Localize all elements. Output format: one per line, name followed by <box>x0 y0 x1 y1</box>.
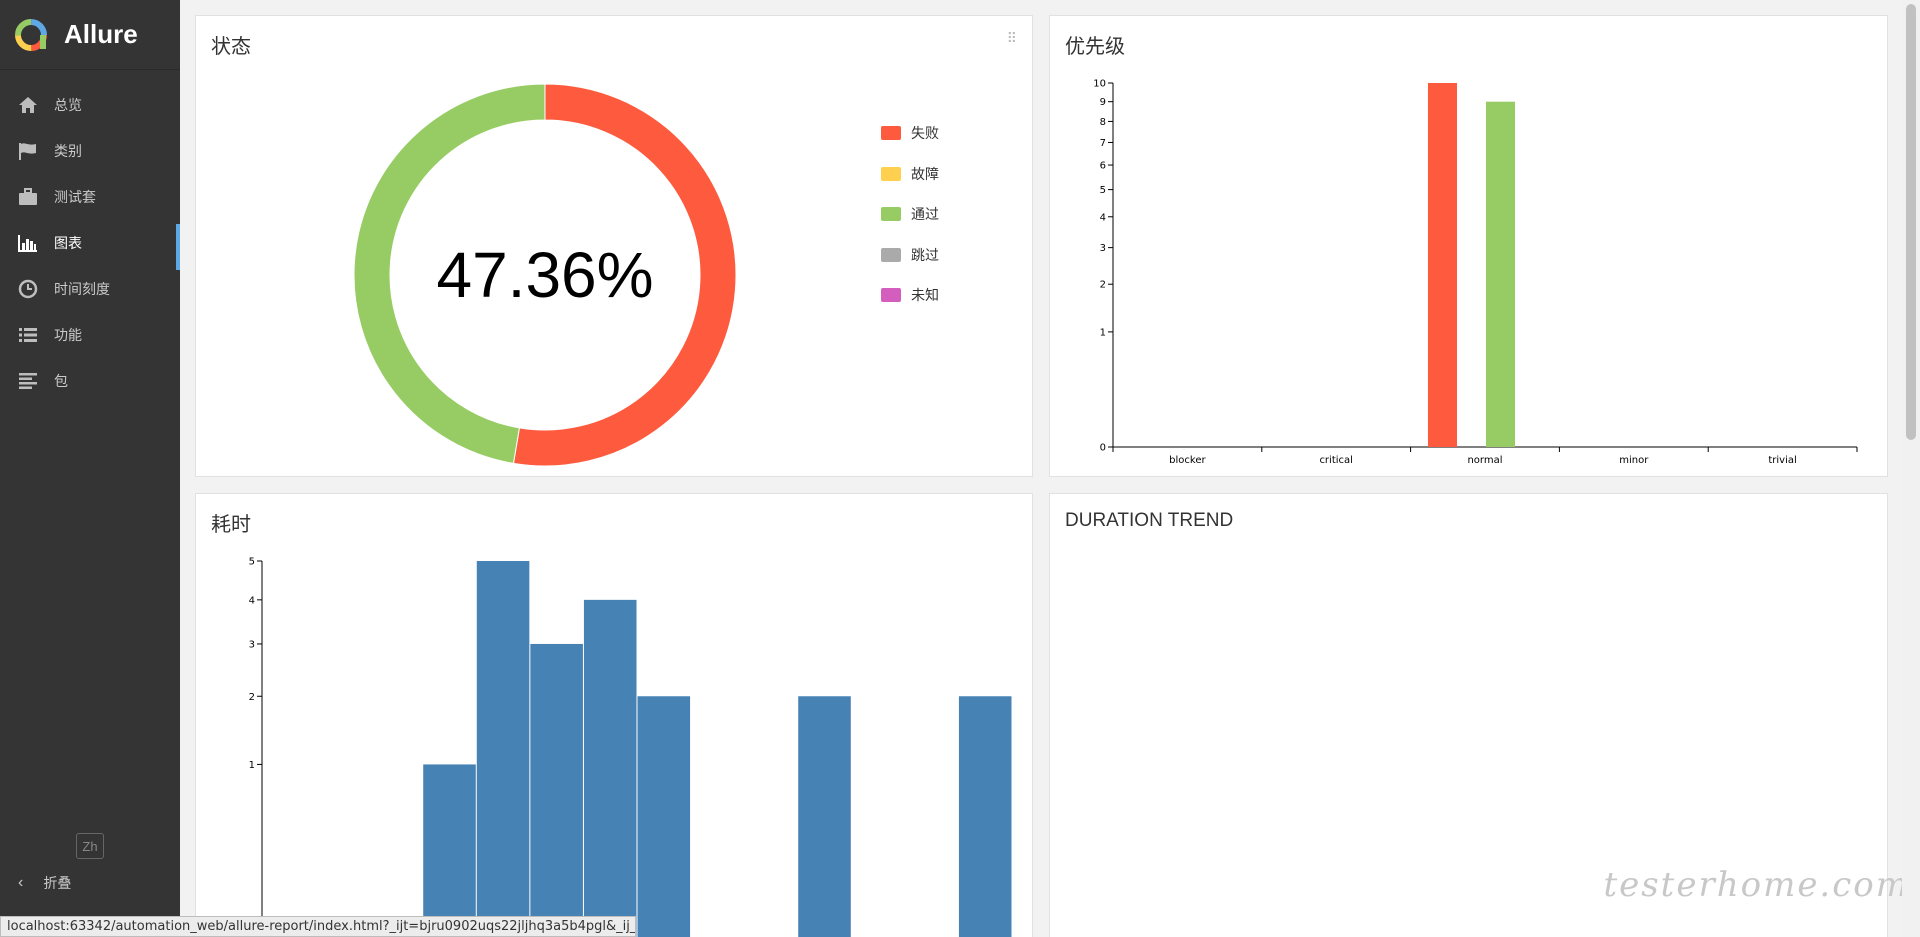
list-icon <box>18 325 38 345</box>
sidebar-item-timeline[interactable]: 时间刻度 <box>0 266 180 312</box>
align-left-icon <box>18 371 38 391</box>
duration-widget: 耗时 1 2 3 4 5 <box>195 493 1033 937</box>
donut-center-label: 47.36% <box>436 239 653 311</box>
y-tick-label: 5 <box>249 557 255 568</box>
sidebar-item-label: 测试套 <box>54 189 96 205</box>
legend-item[interactable]: 跳过 <box>881 245 939 265</box>
sidebar-nav: 总览 类别 测试套 图表 时间刻度 <box>0 82 180 404</box>
y-tick-label: 6 <box>1100 161 1106 172</box>
legend-label: 故障 <box>911 165 939 182</box>
y-tick-label: 7 <box>1100 138 1106 149</box>
x-tick-label: critical <box>1319 455 1353 466</box>
severity-bar[interactable] <box>1486 101 1516 447</box>
app-name: Allure <box>64 19 138 49</box>
duration-histogram-chart: 1 2 3 4 5 <box>249 557 1012 937</box>
y-tick-label: 1 <box>1100 327 1106 338</box>
allure-logo-icon <box>15 18 47 51</box>
x-tick-label: minor <box>1619 455 1649 466</box>
legend-swatch <box>881 166 901 181</box>
donut-slice-1[interactable] <box>512 83 737 467</box>
sidebar-item-suites[interactable]: 测试套 <box>0 174 180 220</box>
widget-title: 耗时 <box>211 514 251 536</box>
chevron-left-icon: ‹ <box>18 874 24 891</box>
legend-swatch <box>881 126 901 140</box>
legend-label: 跳过 <box>911 246 939 263</box>
duration-bar[interactable] <box>637 696 691 937</box>
scrollbar-thumb[interactable] <box>1906 4 1916 440</box>
collapse-label: 折叠 <box>43 875 72 891</box>
widget-title: 状态 <box>211 36 251 58</box>
y-tick-label: 4 <box>1100 212 1106 223</box>
y-tick-label: 2 <box>1100 280 1106 291</box>
severity-bar[interactable] <box>1427 83 1457 447</box>
status-donut-chart: 47.36% <box>353 83 737 467</box>
briefcase-icon <box>18 187 38 207</box>
status-widget: 状态 ⠿ 47.36% 失败故障通过跳过未知 <box>195 15 1033 477</box>
flag-icon <box>18 141 38 161</box>
sidebar-item-label: 图表 <box>54 235 82 251</box>
legend-swatch <box>881 247 901 262</box>
legend-item[interactable]: 未知 <box>881 285 939 305</box>
duration-bar[interactable] <box>583 599 637 937</box>
language-button[interactable]: Zh <box>76 833 104 859</box>
collapse-button[interactable]: ‹ 折叠 <box>18 873 71 893</box>
bar-chart-icon <box>18 233 38 253</box>
legend-swatch <box>881 288 901 302</box>
watermark-text: testerhome.com <box>1603 865 1910 905</box>
page-scrollbar[interactable] <box>1902 0 1920 937</box>
sidebar-item-graphs[interactable]: 图表 <box>0 220 180 270</box>
sidebar-item-label: 总览 <box>54 97 82 113</box>
widget-title: 优先级 <box>1065 36 1125 58</box>
duration-bar[interactable] <box>423 764 476 937</box>
legend-item[interactable]: 通过 <box>881 204 939 224</box>
sidebar-item-label: 时间刻度 <box>54 281 110 297</box>
y-tick-label: 5 <box>1100 185 1106 196</box>
duration-bar[interactable] <box>530 643 583 937</box>
x-tick-label: trivial <box>1768 455 1796 466</box>
duration-bar[interactable] <box>958 696 1012 937</box>
severity-bar-chart: 0 1 2 3 4 5 6 7 8 9 10 blocker critical normal minor tr… <box>1093 79 1858 466</box>
drag-handle-icon[interactable]: ⠿ <box>1006 30 1018 46</box>
sidebar-item-categories[interactable]: 类别 <box>0 128 180 174</box>
sidebar-item-label: 类别 <box>54 143 82 159</box>
sidebar-item-label: 包 <box>54 373 68 389</box>
y-tick-label: 1 <box>249 760 255 771</box>
duration-bar[interactable] <box>798 696 851 937</box>
y-tick-label: 3 <box>1100 243 1106 254</box>
browser-status-bar: localhost:63342/automation_web/allure-re… <box>0 916 636 937</box>
duration-bar[interactable] <box>476 561 530 937</box>
legend-label: 未知 <box>911 287 939 303</box>
duration-trend-widget: DURATION TREND <box>1049 493 1888 937</box>
legend-label: 通过 <box>911 206 939 222</box>
y-tick-label: 10 <box>1093 79 1106 90</box>
brand[interactable]: Allure <box>0 0 180 70</box>
sidebar: Allure 总览 类别 测试套 图表 <box>0 0 180 937</box>
legend-swatch <box>881 207 901 221</box>
home-icon <box>18 95 38 115</box>
x-tick-label: blocker <box>1169 455 1206 466</box>
y-tick-label: 4 <box>249 595 255 606</box>
sidebar-item-packages[interactable]: 包 <box>0 358 180 404</box>
y-tick-label: 0 <box>1100 443 1106 454</box>
y-tick-label: 2 <box>249 692 255 703</box>
x-tick-label: normal <box>1467 455 1502 466</box>
clock-icon <box>18 279 38 299</box>
y-tick-label: 9 <box>1100 97 1106 108</box>
legend-item[interactable]: 失败 <box>881 123 939 143</box>
legend-item[interactable]: 故障 <box>881 164 939 184</box>
y-tick-label: 8 <box>1100 117 1106 128</box>
widget-title: DURATION TREND <box>1065 510 1234 531</box>
sidebar-item-label: 功能 <box>54 327 82 343</box>
donut-slice-2[interactable] <box>353 83 546 464</box>
sidebar-item-overview[interactable]: 总览 <box>0 82 180 128</box>
legend-label: 失败 <box>911 125 939 141</box>
sidebar-item-behaviors[interactable]: 功能 <box>0 312 180 358</box>
severity-widget: 优先级 0 1 2 3 4 5 6 7 8 9 10 blocker critical normal min… <box>1049 15 1888 477</box>
y-tick-label: 3 <box>249 639 255 650</box>
